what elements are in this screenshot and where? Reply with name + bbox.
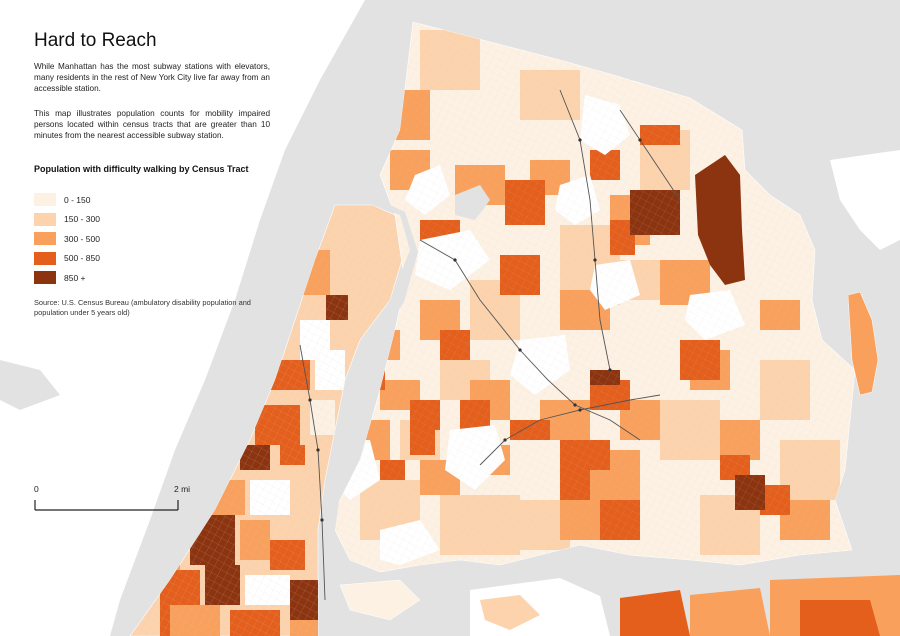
new-jersey-land	[0, 0, 365, 636]
scale-end-label: 2 mi	[174, 484, 191, 494]
legend: 0 - 150 150 - 300 300 - 500 500 - 850 85…	[34, 190, 100, 288]
map-title: Hard to Reach	[34, 30, 157, 51]
legend-swatch	[34, 251, 56, 265]
queens-tract-high	[620, 590, 690, 636]
source-note: Source: U.S. Census Bureau (ambulatory d…	[34, 298, 251, 317]
legend-label: 300 - 500	[64, 233, 100, 244]
manhattan-region	[129, 204, 406, 636]
randalls-island	[339, 579, 421, 621]
description-text: This map illustrates population counts f…	[34, 109, 270, 140]
legend-label: 850 +	[64, 272, 86, 283]
legend-swatch	[34, 232, 56, 246]
legend-swatch	[34, 271, 56, 285]
legend-swatch	[34, 212, 56, 226]
legend-label: 150 - 300	[64, 214, 100, 225]
legend-item: 150 - 300	[34, 210, 100, 230]
harlem-river	[322, 200, 418, 636]
bronx-region	[329, 21, 856, 573]
legend-item: 850 +	[34, 268, 100, 288]
legend-swatch	[34, 193, 56, 207]
legend-title: Population with difficulty walking by Ce…	[34, 164, 249, 174]
queens-tract	[480, 595, 540, 630]
scale-bar: 0 2 mi	[34, 484, 194, 514]
queens-tract-mid	[690, 588, 770, 636]
water-inlet	[0, 360, 60, 410]
legend-label: 0 - 150	[64, 194, 91, 205]
eastern-land	[830, 150, 900, 250]
subway-stations	[308, 138, 642, 522]
park-tract-high	[695, 155, 745, 285]
legend-item: 500 - 850	[34, 249, 100, 269]
legend-item: 0 - 150	[34, 190, 100, 210]
legend-label: 500 - 850	[64, 253, 100, 264]
queens-tract-east-high	[800, 600, 880, 636]
reservoir	[455, 185, 490, 220]
legend-item: 300 - 500	[34, 229, 100, 249]
scale-start-label: 0	[34, 484, 39, 494]
scale-bar-graphic	[34, 500, 179, 511]
city-island	[847, 291, 879, 396]
intro-text: While Manhattan has the most subway stat…	[34, 62, 270, 93]
